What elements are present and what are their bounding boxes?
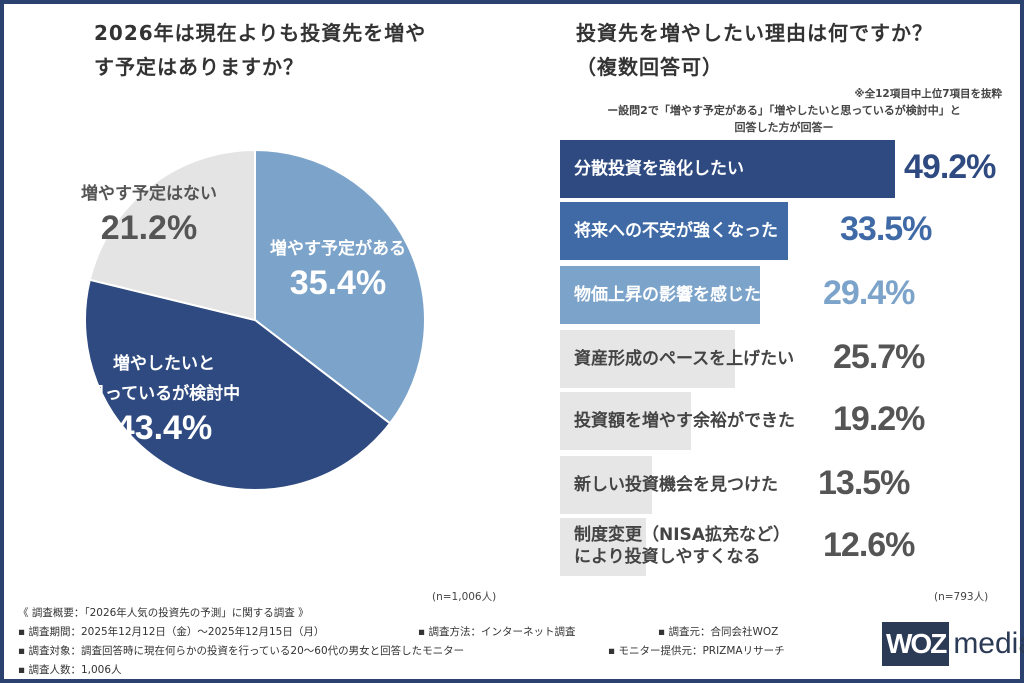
survey-target: ▪ 調査対象：調査回答時に現在何らかの投資を行っている20～60代の男女と回答し… (18, 645, 465, 657)
woz-media-logo: WOZ media (882, 622, 1024, 666)
bar-title-line1: 投資先を増やしたい理由は何ですか？ (576, 21, 933, 45)
bar-label: 分散投資を強化したい (574, 159, 744, 179)
bar-value: 25.7% (833, 338, 925, 376)
bar-value: 13.5% (818, 464, 910, 502)
bar-value: 12.6% (823, 526, 915, 564)
survey-provider: ▪ モニター提供元：PRIZMAリサーチ (608, 645, 785, 657)
bar (560, 266, 761, 324)
pie-category: 増やす予定はない (81, 184, 217, 204)
bar-label: 将来への不安が強くなった (574, 221, 778, 241)
bar-label: 新しい投資機会を見つけた (574, 475, 778, 495)
pie-label: 増やしたいと 思っているが検討中 43.4% (44, 349, 284, 448)
bar-title-line2: （複数回答可） (576, 55, 723, 79)
pie-label: 増やす予定がある 35.4% (218, 234, 458, 303)
note: ※全12項目中上位7項目を抜粋 (854, 88, 1002, 100)
bar (560, 456, 652, 514)
pie-sample-size: (n=1,006人) (432, 591, 497, 603)
bar (560, 518, 646, 576)
logo-mark: WOZ (882, 622, 950, 666)
subtitle-line1: ー設問2で「増やす予定がある」「増やしたいと思っているが検討中」と (607, 104, 961, 117)
pie-title: 2026年は現在よりも投資先を増やす予定はありますか？ (94, 21, 427, 79)
survey-method: ▪ 調査方法：インターネット調査 (418, 626, 576, 638)
bar-value: 49.2% (904, 148, 996, 186)
bar-value: 19.2% (833, 400, 925, 438)
survey-period: ▪ 調査期間：2025年12月12日（金）～2025年12月15日（月） (18, 626, 325, 638)
pie-chart (84, 148, 426, 491)
pie-category: 増やしたいと 思っているが検討中 (87, 354, 241, 404)
bar-label: 物価上昇の影響を感じた (574, 285, 761, 305)
pie-value: 21.2% (100, 209, 198, 247)
bar-subtitle: ー設問2で「増やす予定がある」「増やしたいと思っているが検討中」と 回答した方が… (564, 102, 1004, 136)
pie-slice (84, 278, 392, 491)
pie-value: 35.4% (289, 264, 387, 302)
pie-label: 増やす予定はない 21.2% (29, 179, 269, 248)
subtitle-line2: 回答した方が回答ー (734, 121, 834, 134)
bar-value: 29.4% (823, 274, 915, 312)
bar (560, 202, 789, 260)
pie-slice (88, 148, 256, 322)
logo-text: media (953, 627, 1024, 660)
pie-slice (254, 148, 426, 425)
bar-value: 33.5% (840, 210, 932, 248)
infographic: 2026年は現在よりも投資先を増やす予定はありますか？ 投資先を増やしたい理由は… (4, 4, 1024, 679)
pie-value: 43.4% (115, 409, 213, 447)
bar-label: 制度変更（NISA拡充など） により投資しやすくなる (574, 525, 790, 567)
bar (560, 140, 895, 198)
bar (560, 330, 735, 388)
bar-label: 投資額を増やす余裕ができた (574, 411, 795, 431)
bar-sample-size: (n=793人) (934, 591, 989, 603)
bar (560, 392, 691, 450)
bar-label: 資産形成のペースを上げたい (574, 349, 795, 369)
survey-count: ▪ 調査人数：1,006人 (18, 664, 122, 676)
survey-org: ▪ 調査元：合同会社WOZ (658, 626, 779, 638)
bar-title: 投資先を増やしたい理由は何ですか？ （複数回答可） (576, 16, 1016, 84)
pie-category: 増やす予定がある (270, 239, 406, 259)
survey-heading: 《 調査概要：「2026年人気の投資先の予測」に関する調査 》 (18, 607, 309, 619)
